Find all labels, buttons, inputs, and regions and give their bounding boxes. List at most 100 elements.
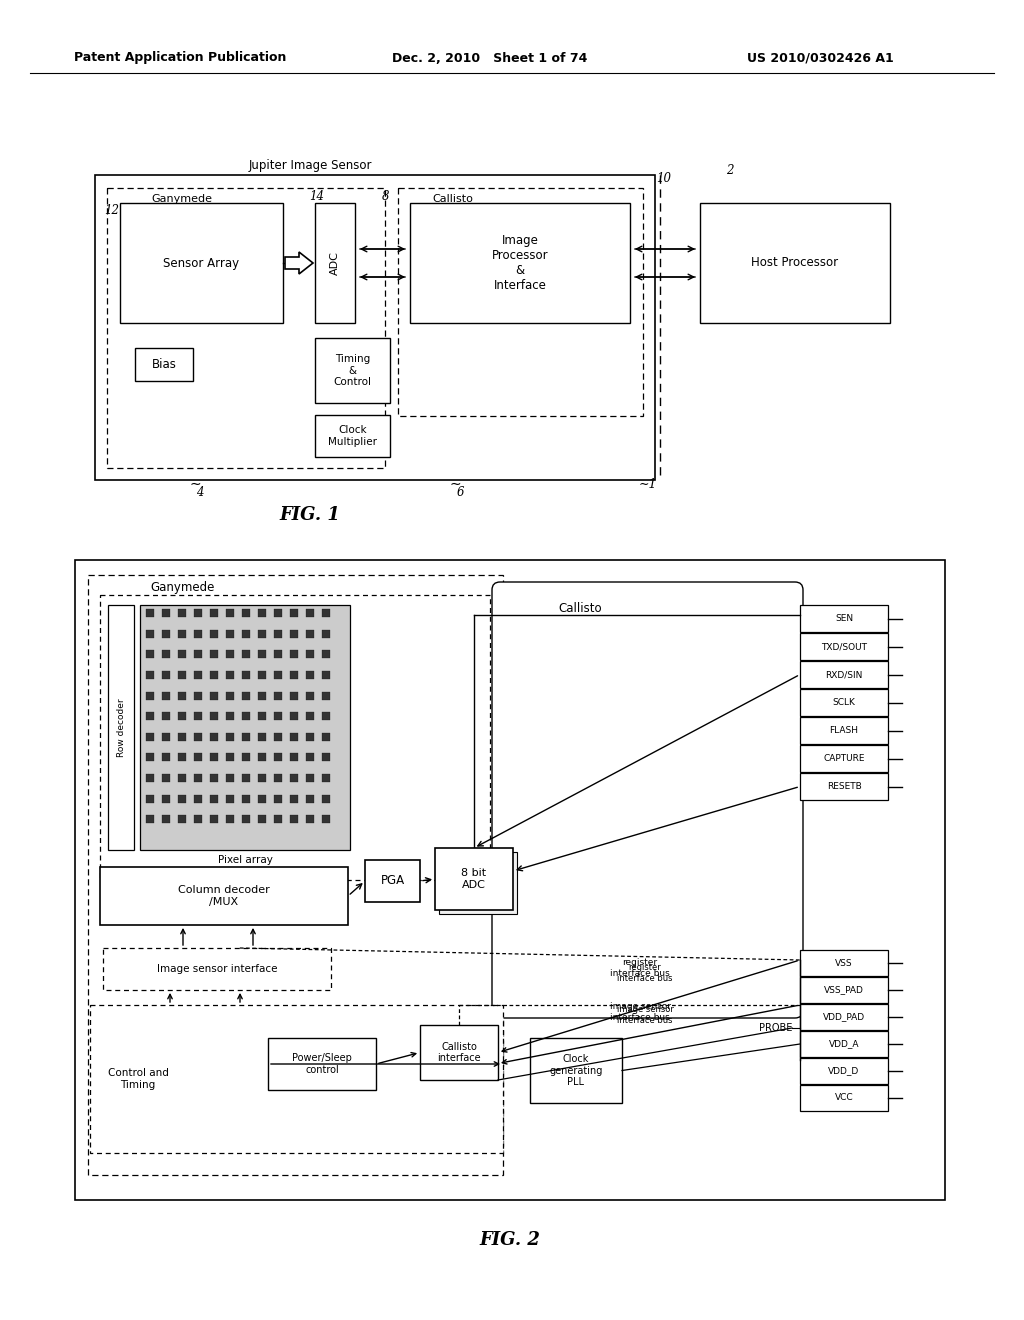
Bar [322,630,330,638]
Bar [290,795,298,803]
Bar [290,774,298,781]
Bar [162,713,170,721]
Text: PROBE: PROBE [759,1023,792,1034]
Text: Pixel array: Pixel array [217,855,272,865]
Bar [226,692,234,700]
Text: Bias: Bias [152,358,176,371]
Bar [210,754,218,762]
Text: register
interface bus: register interface bus [610,958,670,978]
Bar [800,689,888,715]
Bar [439,851,517,913]
Bar [162,733,170,741]
Bar [258,733,266,741]
Bar [306,713,314,721]
Bar [800,977,888,1003]
Bar [90,1005,503,1152]
Bar [242,671,250,678]
Text: Image
Processor
&
Interface: Image Processor & Interface [492,234,548,292]
Text: Clock
generating
PLL: Clock generating PLL [549,1053,603,1088]
Bar [800,774,888,800]
Bar [194,671,202,678]
Bar [242,816,250,824]
Bar [242,630,250,638]
Bar [290,733,298,741]
Text: TXD/SOUT: TXD/SOUT [821,642,867,651]
Bar [322,692,330,700]
Bar [100,595,490,880]
Bar [530,1038,622,1104]
Bar [800,605,888,632]
Bar [700,203,890,323]
FancyBboxPatch shape [492,582,803,1018]
Bar [800,661,888,688]
Bar [194,733,202,741]
Bar [322,816,330,824]
Text: Control and
Timing: Control and Timing [108,1068,168,1090]
Bar [800,950,888,975]
Bar [140,605,350,850]
Bar [258,774,266,781]
Bar [242,754,250,762]
Bar [258,754,266,762]
Text: SEN: SEN [835,614,853,623]
Bar [306,754,314,762]
Text: PGA: PGA [381,874,404,887]
Text: ADC: ADC [330,251,340,275]
Text: RESETB: RESETB [826,781,861,791]
Bar [258,816,266,824]
Bar [226,733,234,741]
Bar [322,609,330,616]
Bar [226,713,234,721]
Text: Row decoder: Row decoder [117,698,126,756]
Text: RXD/SIN: RXD/SIN [825,671,862,678]
Bar [258,671,266,678]
Bar [162,816,170,824]
Text: Sensor Array: Sensor Array [164,256,240,269]
Bar [162,795,170,803]
Bar [258,713,266,721]
Text: Image sensor interface: Image sensor interface [157,964,278,974]
Bar [146,816,154,824]
Text: 4: 4 [197,487,204,499]
Polygon shape [285,252,313,275]
Bar [306,671,314,678]
Bar [146,795,154,803]
Bar [178,609,186,616]
Bar [290,630,298,638]
Bar [306,795,314,803]
Bar [290,692,298,700]
Text: FLASH: FLASH [829,726,858,735]
Text: 8 bit
ADC: 8 bit ADC [462,869,486,890]
Bar [146,651,154,659]
Bar [178,816,186,824]
Bar [258,630,266,638]
Bar [178,651,186,659]
Text: Ganymede: Ganymede [152,194,213,205]
Bar [178,671,186,678]
Bar [194,816,202,824]
Bar [290,754,298,762]
Text: Patent Application Publication: Patent Application Publication [74,51,286,65]
Text: SCLK: SCLK [833,698,855,708]
Bar [210,609,218,616]
Bar [210,692,218,700]
Bar [322,733,330,741]
Text: 6: 6 [457,487,464,499]
Text: 2: 2 [726,164,734,177]
Bar [210,630,218,638]
Bar [274,733,282,741]
Bar [274,754,282,762]
Text: 14: 14 [309,190,325,202]
Bar [274,671,282,678]
Bar [146,774,154,781]
Bar [75,560,945,1200]
Bar [178,754,186,762]
Bar [146,692,154,700]
Bar [226,671,234,678]
Bar [210,713,218,721]
Bar [210,774,218,781]
Bar [103,948,331,990]
Bar [322,713,330,721]
Bar [146,733,154,741]
Text: VDD_A: VDD_A [828,1040,859,1048]
